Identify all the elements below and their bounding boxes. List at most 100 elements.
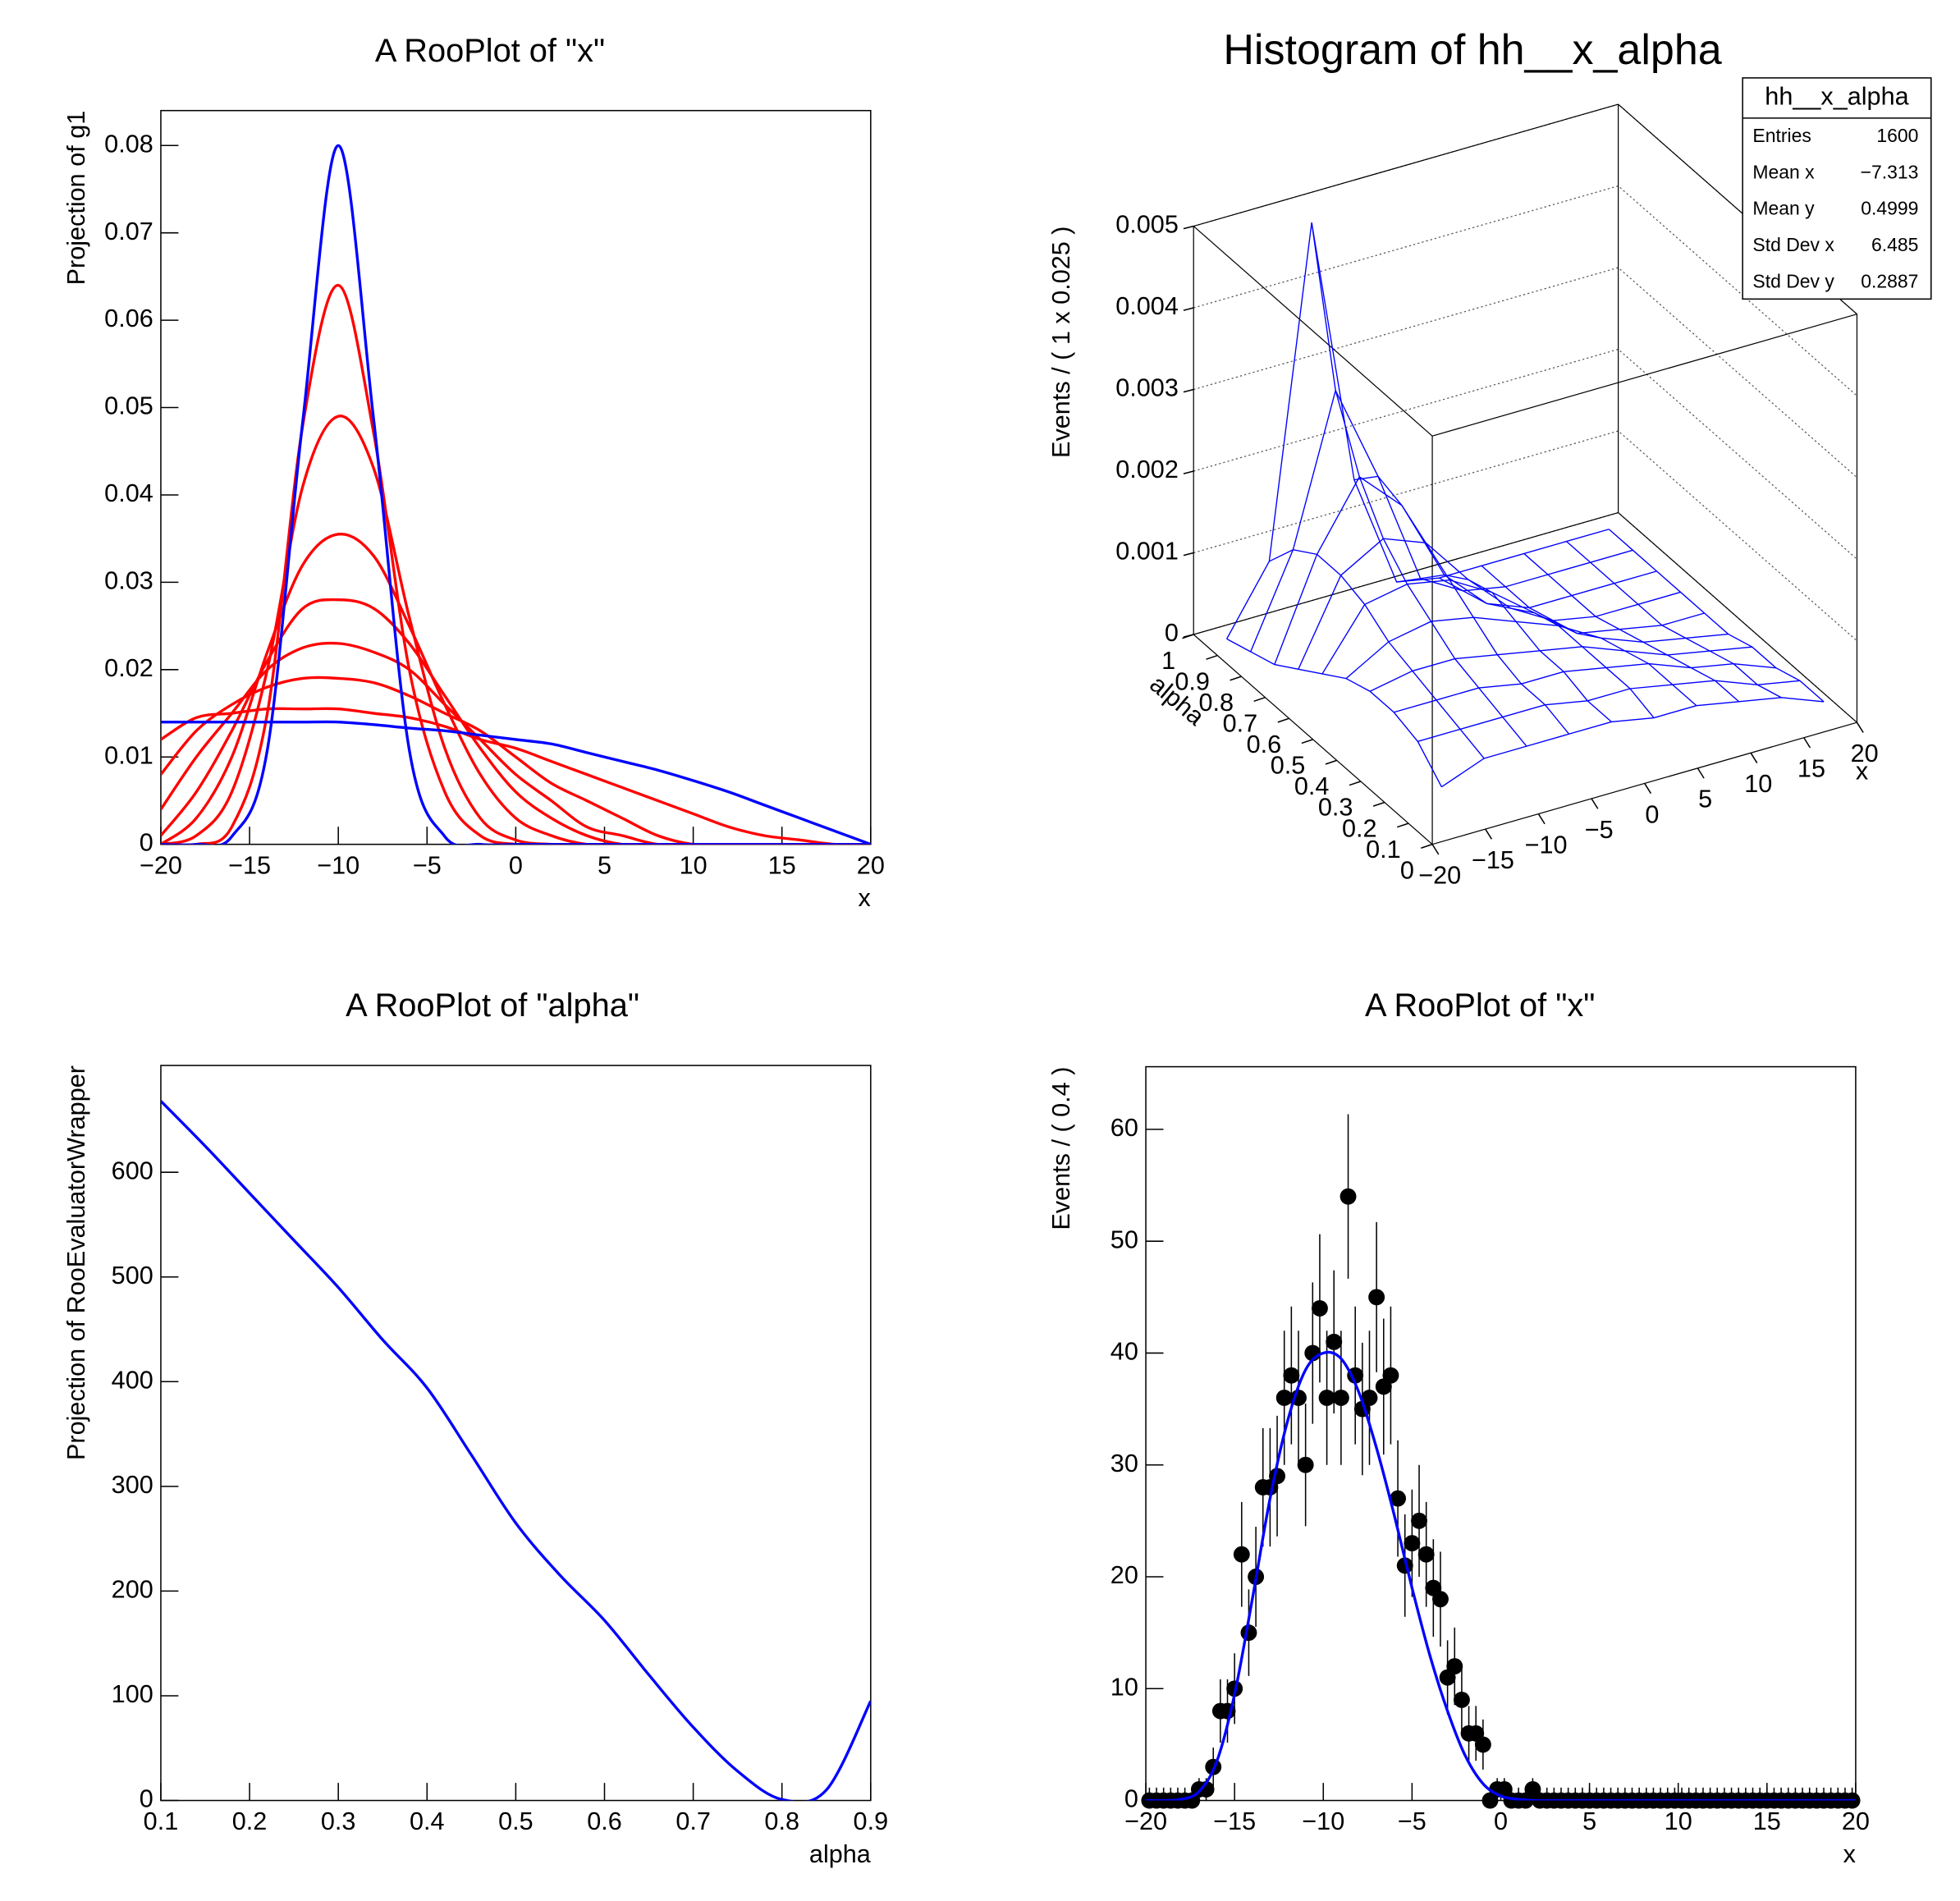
y-tick-label: 0.3 xyxy=(1318,794,1353,822)
x-tick-label: −20 xyxy=(140,851,182,879)
z-tick-label: 0.004 xyxy=(1115,292,1179,320)
z-tick-label: 0.001 xyxy=(1115,538,1179,566)
z-tick xyxy=(1183,388,1194,393)
surface-column xyxy=(1269,548,1485,759)
y-tick-label: 0 xyxy=(140,829,153,857)
data-line xyxy=(160,720,871,845)
y-tick-label: 0 xyxy=(140,1785,153,1813)
box-edge xyxy=(1193,226,1433,437)
x-tick-label: −20 xyxy=(1418,862,1461,890)
surface-row xyxy=(1369,646,1752,692)
stats-label: Entries xyxy=(1752,125,1811,146)
y-tick-label: 0.04 xyxy=(104,479,153,507)
surface-row xyxy=(1250,388,1633,653)
y-tick-label: 60 xyxy=(1111,1114,1138,1142)
z-tick xyxy=(1183,225,1194,230)
x-tick-label: −10 xyxy=(317,851,359,879)
z-tick xyxy=(1183,552,1194,557)
x-tick-label: 15 xyxy=(1753,1807,1781,1835)
x-tick-label: −20 xyxy=(1124,1807,1167,1835)
chart-title: A RooPlot of "x" xyxy=(375,33,605,69)
x-tick-label: 20 xyxy=(1842,1807,1870,1835)
x-tick-label: 10 xyxy=(1744,770,1772,798)
y-tick-label: 10 xyxy=(1111,1673,1138,1701)
x-tick-label: −15 xyxy=(1472,846,1514,874)
x-tick-label: 0 xyxy=(1645,800,1659,828)
y-tick-label: 50 xyxy=(1111,1225,1138,1253)
x-tick-label: 20 xyxy=(1851,740,1879,767)
x-axis-label: x xyxy=(1843,1840,1856,1868)
surface-column xyxy=(1439,577,1655,718)
x-tick-label: 0.9 xyxy=(854,1807,889,1835)
x-tick-label: 20 xyxy=(857,851,885,879)
z-tick-label: 0.002 xyxy=(1115,456,1179,483)
stats-label: Std Dev y xyxy=(1752,270,1834,291)
x-tick-label: 0.5 xyxy=(498,1807,534,1835)
stats-frame xyxy=(1742,77,1932,300)
y-tick-label: 0.1 xyxy=(1366,836,1401,863)
y-tick-label: 0.8 xyxy=(1198,689,1234,717)
z-tick-label: 0.005 xyxy=(1115,211,1179,239)
data-point xyxy=(1390,1490,1407,1507)
data-line xyxy=(160,1100,871,1801)
z-tick-label: 0 xyxy=(1165,619,1179,647)
stats-value: 0.4999 xyxy=(1861,198,1918,219)
x-tick-label: 15 xyxy=(768,851,796,879)
x-tick-label: −15 xyxy=(228,851,271,879)
box-edge xyxy=(1193,103,1619,227)
x-tick-label: −10 xyxy=(1525,831,1568,859)
x-tick-label: 5 xyxy=(1582,1807,1596,1835)
z-tick xyxy=(1183,307,1194,311)
x-tick-label: 0.1 xyxy=(144,1807,179,1835)
data-point xyxy=(1240,1624,1257,1642)
x-axis-label: x xyxy=(1856,757,1868,785)
y-tick-label: 0.7 xyxy=(1223,709,1258,737)
data-point xyxy=(1446,1658,1463,1674)
data-point xyxy=(1326,1333,1343,1350)
surface-column xyxy=(1523,552,1740,703)
y-tick xyxy=(1277,717,1289,723)
z-tick xyxy=(1183,470,1194,474)
surface-column xyxy=(1608,529,1825,703)
y-tick xyxy=(1182,634,1194,639)
x-tick xyxy=(1644,783,1652,795)
stats-label: Mean x xyxy=(1752,161,1815,182)
z-tick-label: 0.003 xyxy=(1115,374,1179,402)
data-point xyxy=(1297,1456,1314,1473)
y-tick-label: 0.05 xyxy=(104,392,153,420)
data-point xyxy=(1368,1289,1385,1306)
data-line xyxy=(1146,1350,1856,1801)
x-tick xyxy=(1803,737,1811,749)
data-line xyxy=(160,676,871,845)
y-tick xyxy=(1230,676,1242,681)
y-tick-label: 0 xyxy=(1400,856,1414,884)
box-edge xyxy=(1431,314,1857,437)
x-tick xyxy=(1750,752,1758,763)
x-tick-label: 0.3 xyxy=(321,1807,356,1835)
data-point xyxy=(1396,1557,1413,1574)
x-axis-label: x xyxy=(859,884,871,912)
x-tick-label: 0.8 xyxy=(764,1807,799,1835)
x-tick-label: 5 xyxy=(598,851,611,879)
data-point xyxy=(1275,1390,1293,1406)
y-tick-label: 20 xyxy=(1111,1561,1138,1589)
y-tick-label: 0.6 xyxy=(1247,731,1282,758)
stats-label: Mean y xyxy=(1752,198,1815,219)
y-tick-label: 0.08 xyxy=(104,130,153,158)
y-tick-label: 0.4 xyxy=(1294,772,1330,800)
y-tick xyxy=(1253,696,1266,703)
chart-title: A RooPlot of "x" xyxy=(1365,987,1595,1024)
x-tick-label: 15 xyxy=(1797,755,1825,783)
y-tick-label: 0.2 xyxy=(1342,814,1377,842)
surface-row xyxy=(1394,662,1776,713)
surface-row xyxy=(1274,475,1657,665)
data-point xyxy=(1283,1367,1300,1384)
surface-row xyxy=(1441,697,1825,788)
y-tick xyxy=(1421,843,1433,849)
y-tick-label: 0.03 xyxy=(104,566,153,594)
surface-row xyxy=(1298,538,1681,670)
x-tick xyxy=(1431,844,1440,855)
x-tick-label: 10 xyxy=(680,851,708,879)
data-line xyxy=(160,283,871,845)
data-point xyxy=(1332,1390,1349,1406)
